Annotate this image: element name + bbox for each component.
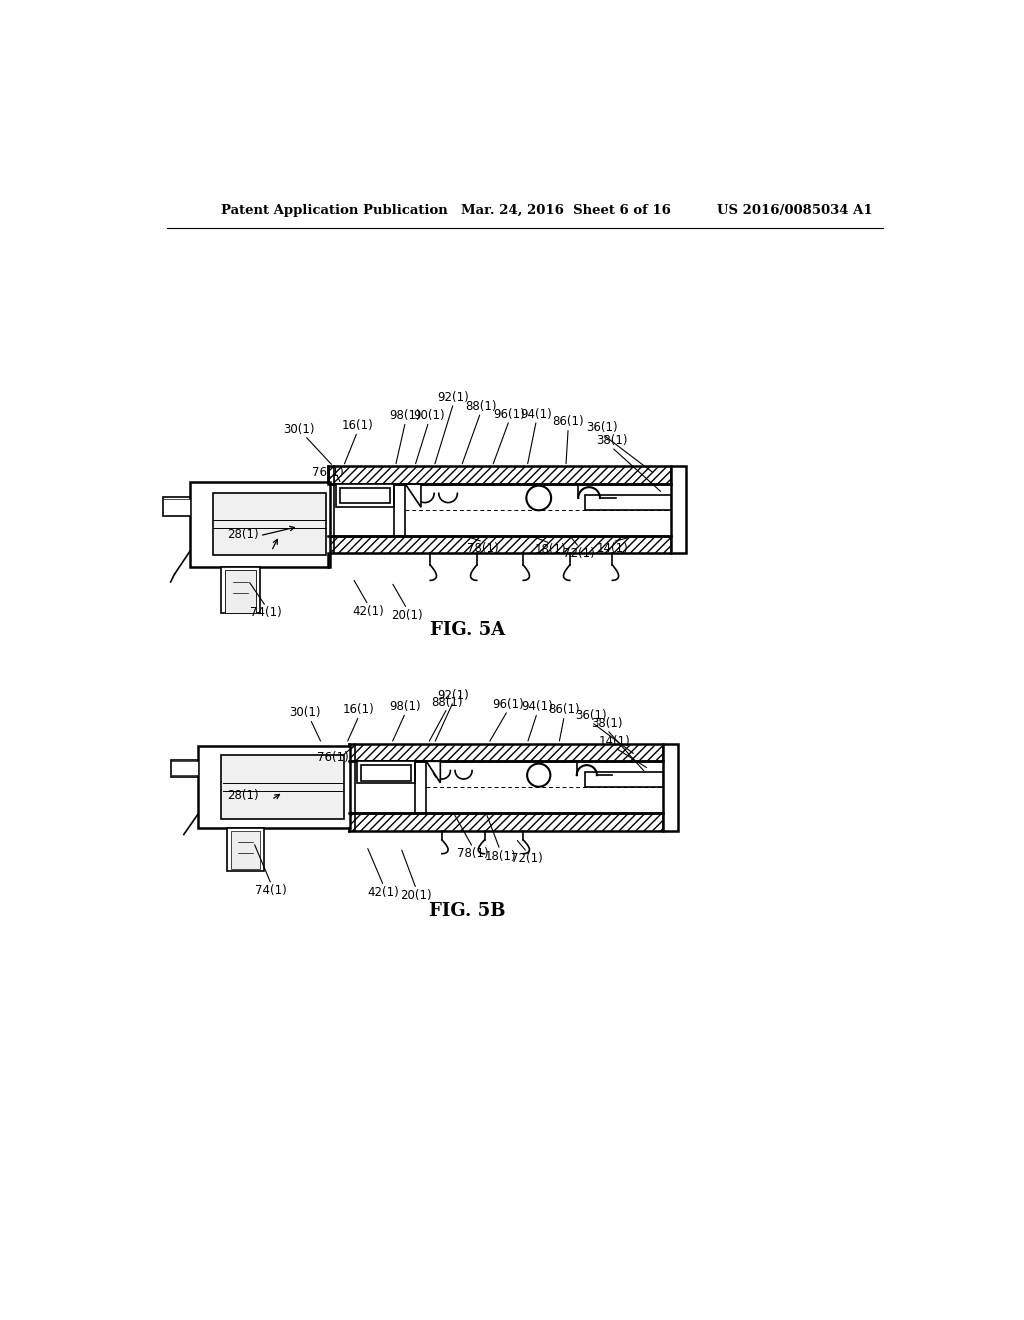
Text: 28(1): 28(1): [227, 528, 258, 541]
Bar: [221, 755, 344, 818]
Text: Patent Application Publication: Patent Application Publication: [221, 205, 447, 218]
Circle shape: [527, 763, 550, 787]
Text: 16(1): 16(1): [343, 704, 375, 717]
Bar: [163, 499, 190, 515]
Text: 92(1): 92(1): [437, 689, 469, 702]
Circle shape: [526, 486, 551, 511]
Bar: [328, 466, 671, 484]
Bar: [586, 495, 671, 510]
Text: FIG. 5B: FIG. 5B: [429, 903, 506, 920]
Bar: [340, 488, 390, 503]
Bar: [221, 566, 260, 612]
Text: 86(1): 86(1): [552, 416, 584, 428]
Bar: [586, 772, 663, 788]
Bar: [356, 762, 415, 783]
Bar: [671, 466, 686, 553]
Text: 20(1): 20(1): [400, 888, 432, 902]
Text: 36(1): 36(1): [575, 709, 607, 722]
Text: 18(1): 18(1): [535, 543, 566, 556]
Text: 94(1): 94(1): [521, 700, 553, 713]
Bar: [328, 466, 671, 484]
Text: 94(1): 94(1): [520, 408, 552, 421]
Bar: [336, 484, 394, 507]
Text: 76(1): 76(1): [316, 751, 348, 764]
Text: 76(1): 76(1): [312, 466, 344, 479]
Text: 72(1): 72(1): [563, 546, 595, 560]
Bar: [198, 746, 350, 829]
Bar: [171, 760, 198, 776]
Bar: [328, 536, 671, 553]
Text: 88(1): 88(1): [431, 696, 463, 709]
Bar: [171, 762, 198, 775]
Text: 90(1): 90(1): [413, 409, 444, 422]
Text: Mar. 24, 2016  Sheet 6 of 16: Mar. 24, 2016 Sheet 6 of 16: [461, 205, 671, 218]
Text: 72(1): 72(1): [511, 851, 543, 865]
Text: 20(1): 20(1): [391, 609, 423, 622]
Text: 30(1): 30(1): [283, 422, 314, 436]
Bar: [213, 494, 326, 554]
Text: 14(1): 14(1): [599, 735, 631, 748]
Text: 88(1): 88(1): [465, 400, 497, 413]
Polygon shape: [406, 484, 421, 507]
Text: 28(1): 28(1): [227, 789, 258, 803]
Text: 38(1): 38(1): [596, 434, 628, 447]
Bar: [231, 832, 260, 869]
Text: 14(1): 14(1): [597, 541, 629, 554]
Text: 96(1): 96(1): [492, 698, 523, 711]
Bar: [225, 570, 256, 612]
Text: 98(1): 98(1): [390, 409, 421, 422]
Bar: [663, 743, 678, 830]
Text: 16(1): 16(1): [342, 418, 374, 432]
Bar: [227, 829, 263, 871]
Text: FIG. 5A: FIG. 5A: [430, 620, 505, 639]
Text: 38(1): 38(1): [591, 717, 623, 730]
Text: 98(1): 98(1): [390, 700, 421, 713]
Text: 18(1): 18(1): [484, 850, 516, 862]
Text: 42(1): 42(1): [368, 886, 399, 899]
Text: 36(1): 36(1): [587, 421, 618, 434]
Text: 78(1): 78(1): [467, 541, 499, 554]
Text: 78(1): 78(1): [457, 847, 488, 861]
Text: 74(1): 74(1): [250, 606, 282, 619]
Text: 30(1): 30(1): [289, 706, 321, 719]
Polygon shape: [426, 762, 440, 783]
Text: 86(1): 86(1): [549, 704, 581, 717]
Bar: [349, 813, 663, 830]
Text: 92(1): 92(1): [437, 391, 469, 404]
Text: US 2016/0085034 A1: US 2016/0085034 A1: [717, 205, 872, 218]
Bar: [328, 536, 671, 553]
Bar: [349, 743, 663, 762]
Bar: [349, 743, 663, 762]
Bar: [190, 482, 330, 566]
Text: 42(1): 42(1): [352, 605, 384, 618]
Text: 96(1): 96(1): [494, 408, 525, 421]
Text: 74(1): 74(1): [256, 884, 288, 898]
Bar: [163, 498, 190, 516]
Bar: [349, 813, 663, 830]
Bar: [360, 766, 411, 780]
